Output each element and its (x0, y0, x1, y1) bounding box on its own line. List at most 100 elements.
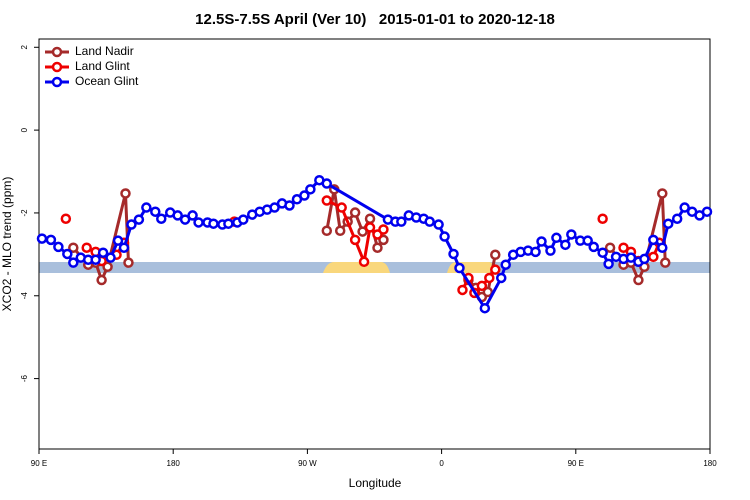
data-point (639, 253, 650, 265)
data-point (448, 248, 459, 260)
data-point (484, 272, 495, 284)
legend-marker (51, 76, 63, 88)
data-point (299, 190, 310, 201)
legend-label: Ocean Glint (75, 74, 139, 88)
data-point (597, 247, 608, 258)
data-point (490, 264, 501, 275)
data-point (657, 188, 668, 199)
data-point (349, 234, 361, 246)
data-point (90, 254, 101, 265)
y-tick-label: 2 (20, 45, 29, 50)
legend-label: Land Nadir (75, 44, 134, 58)
land-band (323, 262, 390, 273)
data-point (62, 248, 73, 260)
data-point (648, 234, 659, 246)
legend-marker (51, 61, 63, 73)
data-point (364, 213, 376, 224)
data-point (625, 252, 637, 263)
data-point (97, 247, 109, 258)
data-point (582, 235, 593, 246)
data-point (358, 256, 370, 268)
data-point (545, 245, 556, 256)
data-point (604, 242, 616, 253)
data-point (457, 284, 468, 296)
data-point (126, 219, 137, 230)
data-point (495, 272, 507, 284)
data-point (566, 229, 577, 240)
data-point (482, 286, 494, 298)
data-point (679, 202, 690, 213)
data-point (105, 252, 116, 263)
data-point (305, 184, 316, 195)
data-point (701, 206, 713, 217)
data-point (53, 241, 64, 253)
data-point (671, 213, 683, 224)
data-point (269, 202, 280, 213)
data-point (597, 213, 608, 224)
y-tick-label: 0 (20, 127, 29, 132)
y-tick-label: -2 (20, 209, 29, 217)
data-point (433, 219, 444, 230)
y-tick-label: -4 (20, 292, 29, 300)
data-point (284, 200, 295, 211)
data-point (223, 218, 234, 229)
data-point (96, 274, 107, 286)
data-point (657, 242, 668, 253)
data-point (102, 261, 113, 273)
legend-marker (51, 46, 63, 58)
data-point (336, 202, 347, 213)
data-point (439, 231, 450, 242)
data-point (133, 214, 145, 225)
x-axis-label: Longitude (349, 476, 402, 490)
x-tick-label: 90 E (568, 459, 584, 468)
data-point (120, 188, 131, 199)
data-point (179, 214, 191, 225)
data-point (60, 213, 72, 224)
data-point (603, 258, 614, 270)
data-point (372, 242, 383, 253)
data-point (141, 202, 152, 213)
data-point (588, 241, 599, 253)
data-point (118, 242, 130, 253)
data-point (36, 233, 48, 244)
legend-label: Land Glint (75, 59, 130, 73)
data-point (633, 274, 644, 286)
x-tick-label: 180 (167, 459, 181, 468)
data-point (68, 242, 79, 253)
data-point (112, 235, 124, 246)
data-point (156, 213, 167, 224)
data-point (321, 225, 333, 236)
x-tick-label: 180 (703, 459, 717, 468)
data-point (193, 217, 204, 228)
data-point (454, 262, 465, 274)
data-point (321, 195, 333, 206)
x-tick-label: 90 E (31, 459, 47, 468)
data-point (479, 302, 491, 314)
data-point (530, 246, 541, 258)
data-point (476, 280, 488, 292)
data-point (490, 249, 501, 261)
chart-title: 12.5S-7.5S April (Ver 10) 2015-01-01 to … (195, 11, 555, 28)
data-point (123, 257, 134, 268)
data-point (45, 234, 57, 246)
data-point (172, 210, 183, 221)
data-point (660, 257, 671, 268)
data-point (187, 210, 198, 221)
data-point (334, 225, 346, 236)
data-point (648, 251, 659, 263)
data-point (424, 216, 435, 227)
data-point (238, 214, 249, 225)
data-point (81, 242, 92, 253)
data-point (208, 218, 219, 229)
y-tick-label: -6 (20, 374, 29, 382)
data-point (378, 224, 389, 235)
data-point (551, 232, 562, 244)
data-point (321, 178, 333, 189)
data-point (396, 216, 407, 227)
data-point (357, 226, 368, 237)
data-point (560, 239, 571, 251)
data-point (349, 207, 361, 218)
data-point (500, 259, 511, 270)
plot-frame (38, 38, 711, 450)
